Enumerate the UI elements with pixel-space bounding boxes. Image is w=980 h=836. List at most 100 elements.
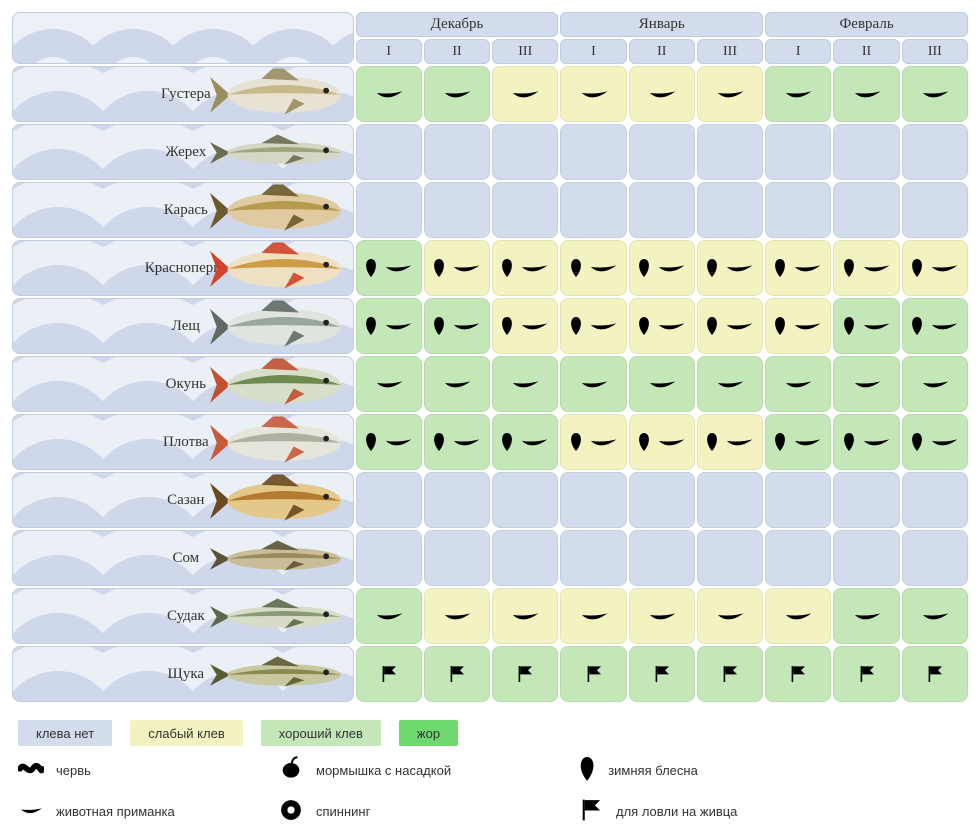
hook-icon xyxy=(782,375,814,393)
bite-cell xyxy=(697,472,763,528)
hook-icon xyxy=(919,607,951,625)
bite-cell xyxy=(492,414,558,470)
bite-cell xyxy=(629,472,695,528)
bite-cell xyxy=(765,414,831,470)
legend-chip-none: клева нет xyxy=(18,720,112,746)
hook-icon xyxy=(782,85,814,103)
hook-icon xyxy=(655,433,687,451)
jig-icon xyxy=(500,316,514,336)
bite-cell xyxy=(492,298,558,354)
hook-icon xyxy=(723,259,755,277)
bite-cell xyxy=(560,588,626,644)
hook-icon xyxy=(441,85,473,103)
fish-row: Карась xyxy=(12,182,968,238)
fish-row: Судак xyxy=(12,588,968,644)
hook-icon xyxy=(919,85,951,103)
bite-cell xyxy=(629,240,695,296)
jig-icon xyxy=(773,316,787,336)
hook-icon xyxy=(860,259,892,277)
bite-cell xyxy=(697,530,763,586)
flag-icon xyxy=(447,664,467,684)
legend-bait-label: животная приманка xyxy=(56,804,175,819)
fish-name-label: Судак xyxy=(167,608,205,624)
bite-cell xyxy=(424,124,490,180)
bite-cell xyxy=(833,182,899,238)
jig-icon xyxy=(500,432,514,452)
fish-name-cell: Лещ xyxy=(12,298,354,354)
bite-cell xyxy=(629,414,695,470)
bite-cell xyxy=(560,240,626,296)
bite-cell xyxy=(902,472,968,528)
fish-name-cell: Густера xyxy=(12,66,354,122)
bite-cell xyxy=(629,646,695,702)
legend-bait-item: мормышка с насадкой xyxy=(278,756,578,785)
bite-cell xyxy=(492,66,558,122)
bite-cell xyxy=(629,588,695,644)
bite-cell xyxy=(902,66,968,122)
hook-icon xyxy=(851,375,883,393)
fish-name-cell: Плотва xyxy=(12,414,354,470)
decade-header: III xyxy=(697,39,763,64)
hook-icon xyxy=(655,259,687,277)
bite-cell xyxy=(492,530,558,586)
flag-icon xyxy=(584,664,604,684)
fish-row: Щука xyxy=(12,646,968,702)
hook-icon xyxy=(723,433,755,451)
jig-icon xyxy=(637,258,651,278)
bite-cell xyxy=(833,240,899,296)
flag-icon xyxy=(925,664,945,684)
jig-icon xyxy=(705,316,719,336)
bite-cell xyxy=(902,182,968,238)
fish-icon xyxy=(210,533,345,584)
fish-name-label: Лещ xyxy=(172,318,200,334)
hook-icon xyxy=(450,317,482,335)
bite-cell xyxy=(424,66,490,122)
bite-cell xyxy=(765,66,831,122)
hook-icon xyxy=(714,607,746,625)
bite-cell xyxy=(424,472,490,528)
hook-icon xyxy=(851,85,883,103)
bite-cell xyxy=(765,182,831,238)
legend-bait-label: червь xyxy=(56,763,91,778)
hook-icon xyxy=(791,317,823,335)
fish-icon xyxy=(210,127,345,178)
hook-icon xyxy=(518,433,550,451)
decade-header: II xyxy=(629,39,695,64)
hook-icon xyxy=(928,433,960,451)
jig-icon xyxy=(910,432,924,452)
bite-cell xyxy=(629,530,695,586)
decade-header: I xyxy=(765,39,831,64)
bite-cell xyxy=(833,414,899,470)
jig-icon xyxy=(637,316,651,336)
hook-icon xyxy=(518,317,550,335)
bite-cell xyxy=(902,124,968,180)
bite-cell xyxy=(424,530,490,586)
fish-name-cell: Окунь xyxy=(12,356,354,412)
jig-icon xyxy=(569,258,583,278)
hook-icon xyxy=(646,375,678,393)
bite-cell xyxy=(902,530,968,586)
bite-cell xyxy=(356,646,422,702)
bite-cell xyxy=(560,646,626,702)
hook-icon xyxy=(919,375,951,393)
bite-cell xyxy=(560,182,626,238)
fish-row: Густера xyxy=(12,66,968,122)
hook-icon xyxy=(578,375,610,393)
jig-icon xyxy=(705,432,719,452)
fish-name-cell: Карась xyxy=(12,182,354,238)
fish-icon xyxy=(210,69,345,120)
fish-icon xyxy=(210,185,345,236)
bite-cell xyxy=(356,588,422,644)
jig-icon xyxy=(364,316,378,336)
hook-icon xyxy=(373,85,405,103)
bite-cell xyxy=(560,530,626,586)
decade-header: III xyxy=(492,39,558,64)
fish-row: Сазан xyxy=(12,472,968,528)
bite-cell xyxy=(765,240,831,296)
hook-icon xyxy=(18,803,44,820)
hook-icon xyxy=(509,607,541,625)
bite-cell xyxy=(765,298,831,354)
fish-calendar-table: ДекабрьЯнварьФевраль IIIIIIIIIIIIIIIIII … xyxy=(10,10,970,704)
bite-cell xyxy=(424,646,490,702)
header-corner xyxy=(12,12,354,64)
